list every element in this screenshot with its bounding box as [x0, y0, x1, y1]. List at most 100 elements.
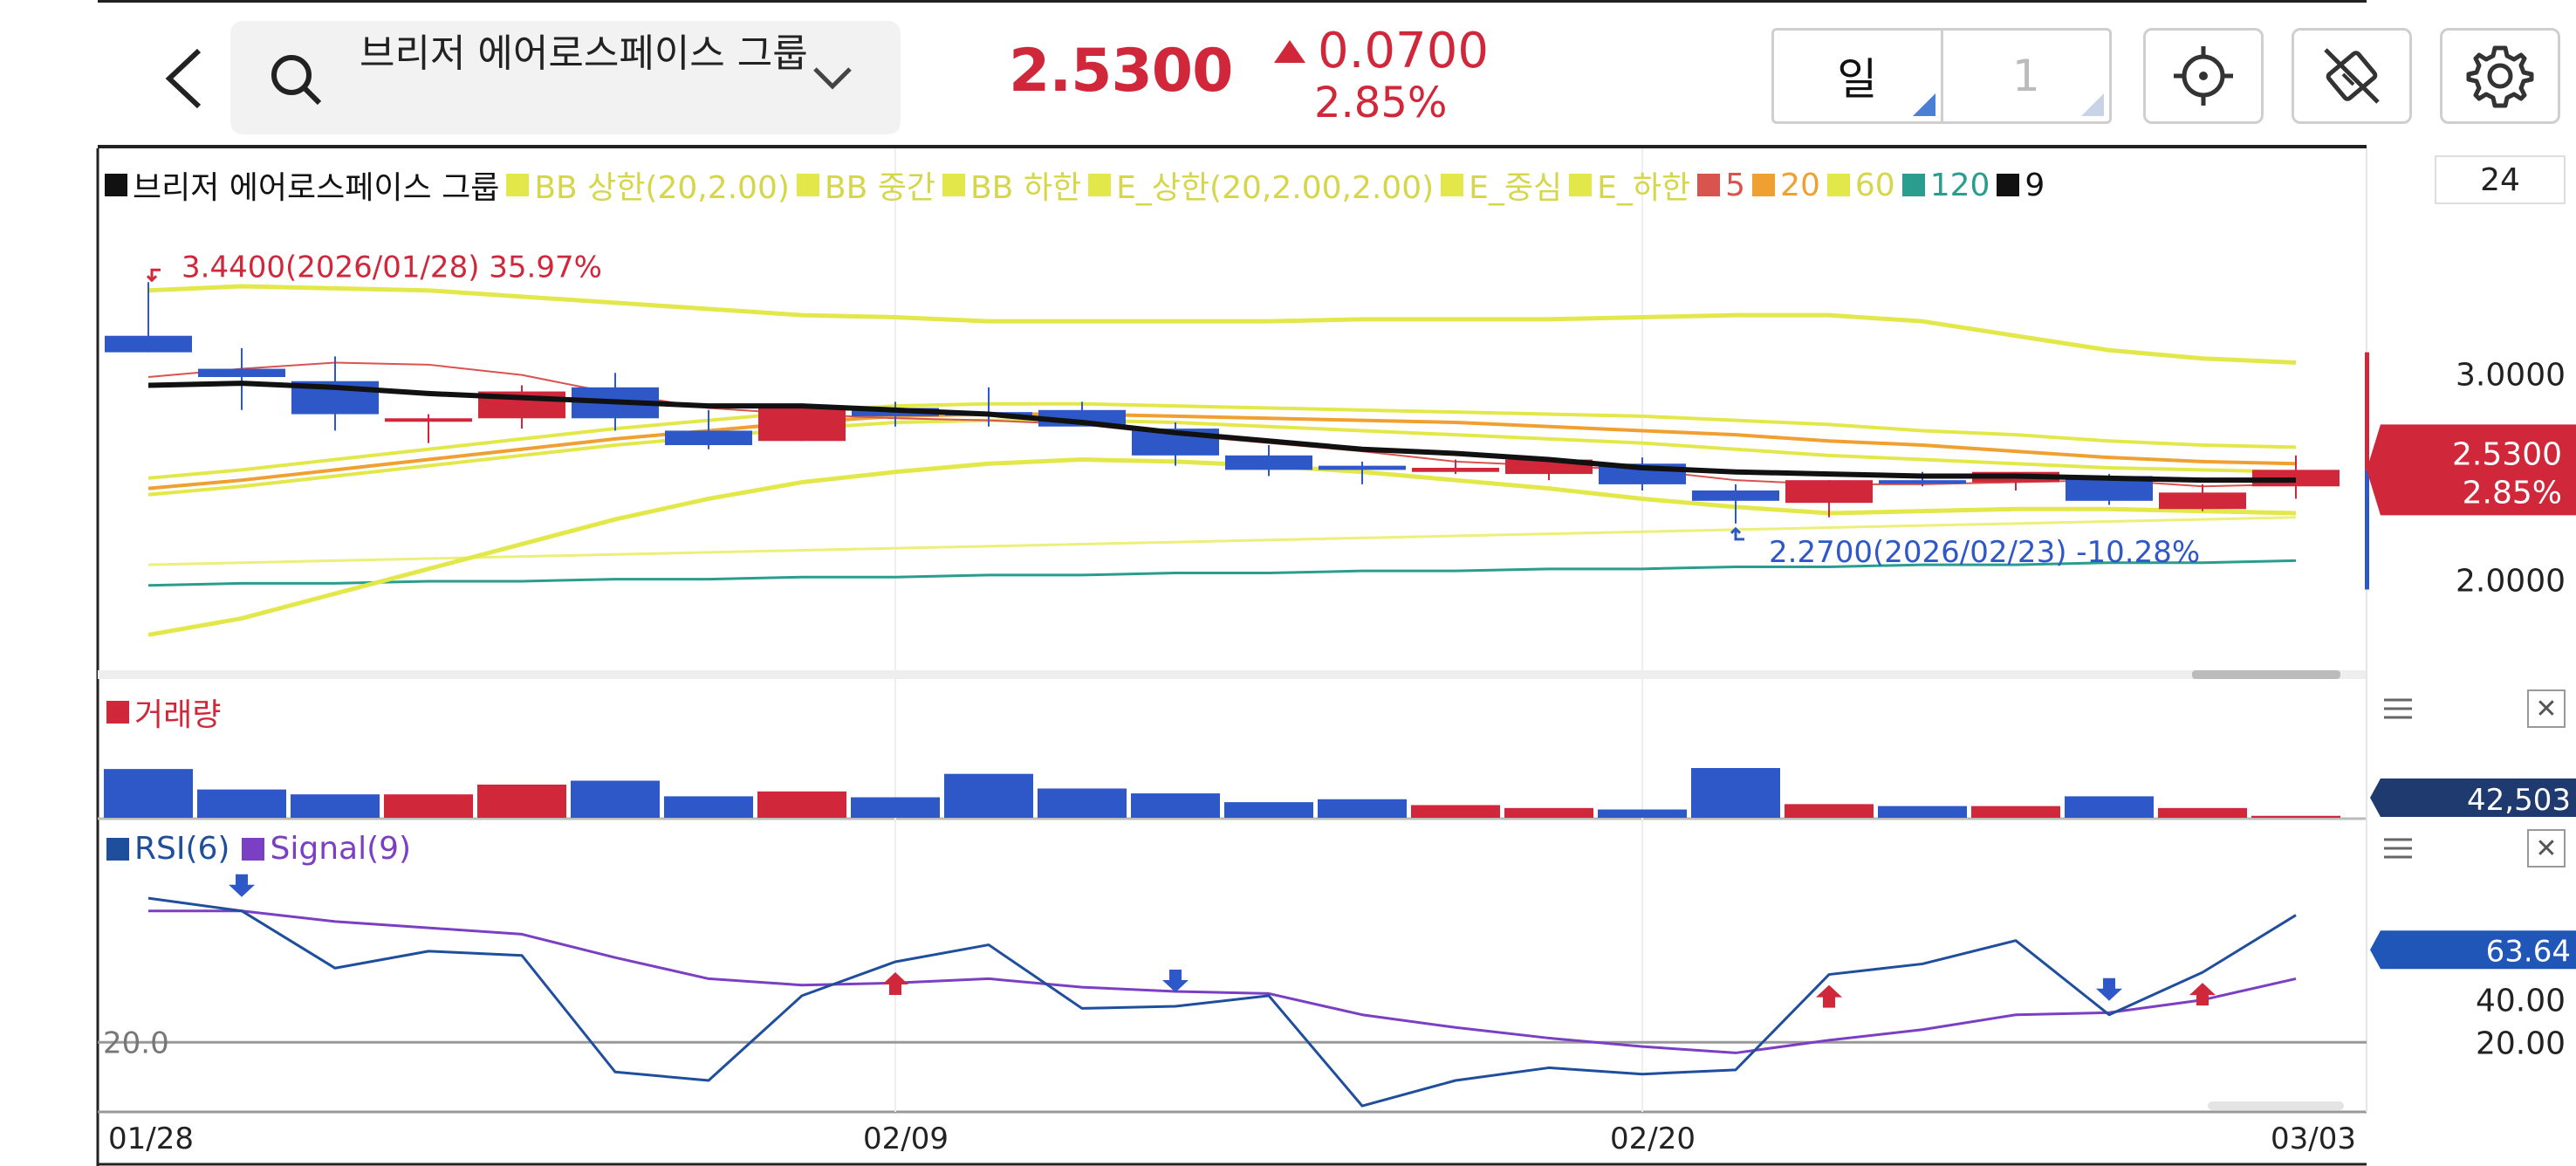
gear-icon [2466, 45, 2534, 108]
legend-item: 5 [1697, 168, 1745, 203]
legend-swatch [242, 837, 265, 861]
ma120-line [147, 559, 2297, 587]
legend-item: E_중심 [1441, 162, 1562, 208]
volume-bar [1038, 788, 1127, 818]
candle-body [198, 368, 285, 377]
volume-bar [1224, 802, 1313, 818]
rsi-axis-label: 40.00 [2476, 984, 2566, 1019]
stock-search-box[interactable]: 브리저 에어로스페이스 그룹 [230, 21, 901, 134]
legend-item: E_상한(20,2.00,2.00) [1088, 162, 1434, 208]
period-unit-button[interactable]: 일 [1774, 31, 1941, 121]
legend-item: BB 중간 [796, 162, 935, 208]
price-range-bar-up [2365, 352, 2369, 470]
price-axis-label: 3.0000 [2456, 357, 2566, 393]
legend-item: 20 [1752, 168, 1820, 203]
ma9-line [147, 381, 2296, 484]
candle-body [758, 408, 846, 442]
volume-bar [1971, 806, 2060, 818]
legend-swatch [1697, 174, 1721, 196]
current-price: 2.5300 [1009, 37, 1233, 106]
volume-bar [2251, 815, 2340, 818]
ma60-line [147, 516, 2297, 566]
candle-body [1412, 468, 1499, 472]
legend-label: 60 [1854, 167, 1895, 203]
clear-drawing-button[interactable] [2292, 28, 2412, 124]
chart-canvas[interactable]: 3.4400(2026/01/28) 35.97% 2.2700(2026/02/… [0, 148, 2576, 1166]
sell-signal-arrow-icon [229, 874, 255, 897]
buy-signal-arrow-icon [2189, 983, 2216, 1006]
volume-badge-text: 42,503 [2467, 783, 2571, 818]
display-count-box[interactable]: 24 [2435, 155, 2566, 204]
header-divider [98, 145, 2367, 148]
x-axis-label: 01/28 [108, 1121, 194, 1156]
rsi-line [147, 896, 2297, 1108]
volume-bar [1878, 806, 1967, 818]
rsi-legend: RSI(6) Signal(9) [106, 831, 411, 867]
legend-swatch [1441, 174, 1464, 196]
envelope-upper-line [147, 401, 2297, 480]
envelope-lower-line [147, 418, 2297, 497]
search-icon [271, 55, 322, 106]
legend-label: BB 하한 [969, 170, 1082, 206]
volume-bar [1131, 793, 1220, 818]
legend-item: 60 [1826, 167, 1895, 203]
volume-bar [571, 780, 660, 818]
legend-swatch [1752, 174, 1776, 196]
legend-swatch [1569, 174, 1593, 196]
envelope-center-line [147, 412, 2297, 490]
header: 브리저 에어로스페이스 그룹 2.5300 0.0700 2.85% 일 1 [0, 0, 2576, 148]
candle-body [105, 335, 192, 353]
price-axis-label: 2.0000 [2456, 564, 2566, 600]
volume-bar [1691, 768, 1780, 818]
legend-item-main: 브리저 에어로스페이스 그룹 [105, 162, 499, 208]
legend-swatch [796, 174, 819, 196]
legend-label: BB 상한(20,2.00) [534, 170, 790, 206]
legend-swatch [105, 174, 127, 196]
legend-label: E_하한 [1597, 170, 1691, 206]
volume-bar [757, 791, 846, 818]
current-price-badge-price: 2.5300 [2452, 436, 2562, 472]
volume-bar [384, 794, 473, 818]
legend-label: 20 [1780, 167, 1820, 203]
volume-menu-icon[interactable] [2381, 691, 2415, 726]
legend-swatch [106, 837, 129, 861]
buy-signal-arrow-icon [882, 972, 908, 995]
legend-swatch [506, 174, 530, 196]
period-value-label: 1 [2011, 51, 2040, 101]
sell-signal-arrow-icon [2096, 977, 2122, 1001]
back-button[interactable] [148, 35, 218, 122]
rsi-close-icon[interactable]: ✕ [2527, 829, 2566, 868]
rsi-reference-label: 20.0 [103, 1025, 169, 1060]
corner-triangle-icon [1912, 93, 1935, 116]
bb-lower-line [147, 457, 2297, 637]
high-annotation: 3.4400(2026/01/28) 35.97% [182, 250, 602, 285]
legend-label: 120 [1929, 167, 1990, 203]
volume-bar [477, 785, 566, 818]
candle-body [1692, 490, 1779, 501]
chevron-down-icon [813, 67, 852, 90]
rsi-menu-icon[interactable] [2381, 831, 2415, 866]
corner-triangle-icon [2081, 93, 2104, 116]
volume-bar [197, 789, 286, 818]
signal-label: Signal(9) [270, 831, 412, 867]
scroll-thumb [2192, 670, 2340, 679]
legend-item: BB 상한(20,2.00) [506, 162, 790, 208]
crosshair-button[interactable] [2143, 28, 2264, 124]
low-annotation: 2.2700(2026/02/23) -10.28% [1769, 535, 2200, 570]
triangle-up-icon [1274, 40, 1305, 63]
eraser-icon [2324, 48, 2380, 104]
settings-button[interactable] [2440, 28, 2560, 124]
signal-line [148, 909, 2297, 1054]
legend-label: 5 [1725, 167, 1746, 203]
period-selector: 일 1 [1771, 28, 2112, 124]
volume-bar [2158, 807, 2247, 818]
volume-close-icon[interactable]: ✕ [2527, 689, 2566, 728]
period-value-button[interactable]: 1 [1940, 31, 2110, 121]
period-unit-label: 일 [1837, 54, 1878, 105]
legend-swatch [1826, 174, 1850, 196]
legend-swatch [1088, 174, 1112, 196]
chevron-left-icon [165, 48, 202, 109]
legend-label: 브리저 에어로스페이스 그룹 [133, 170, 500, 206]
crosshair-icon [2174, 46, 2233, 106]
rsi-badge [2370, 930, 2576, 970]
